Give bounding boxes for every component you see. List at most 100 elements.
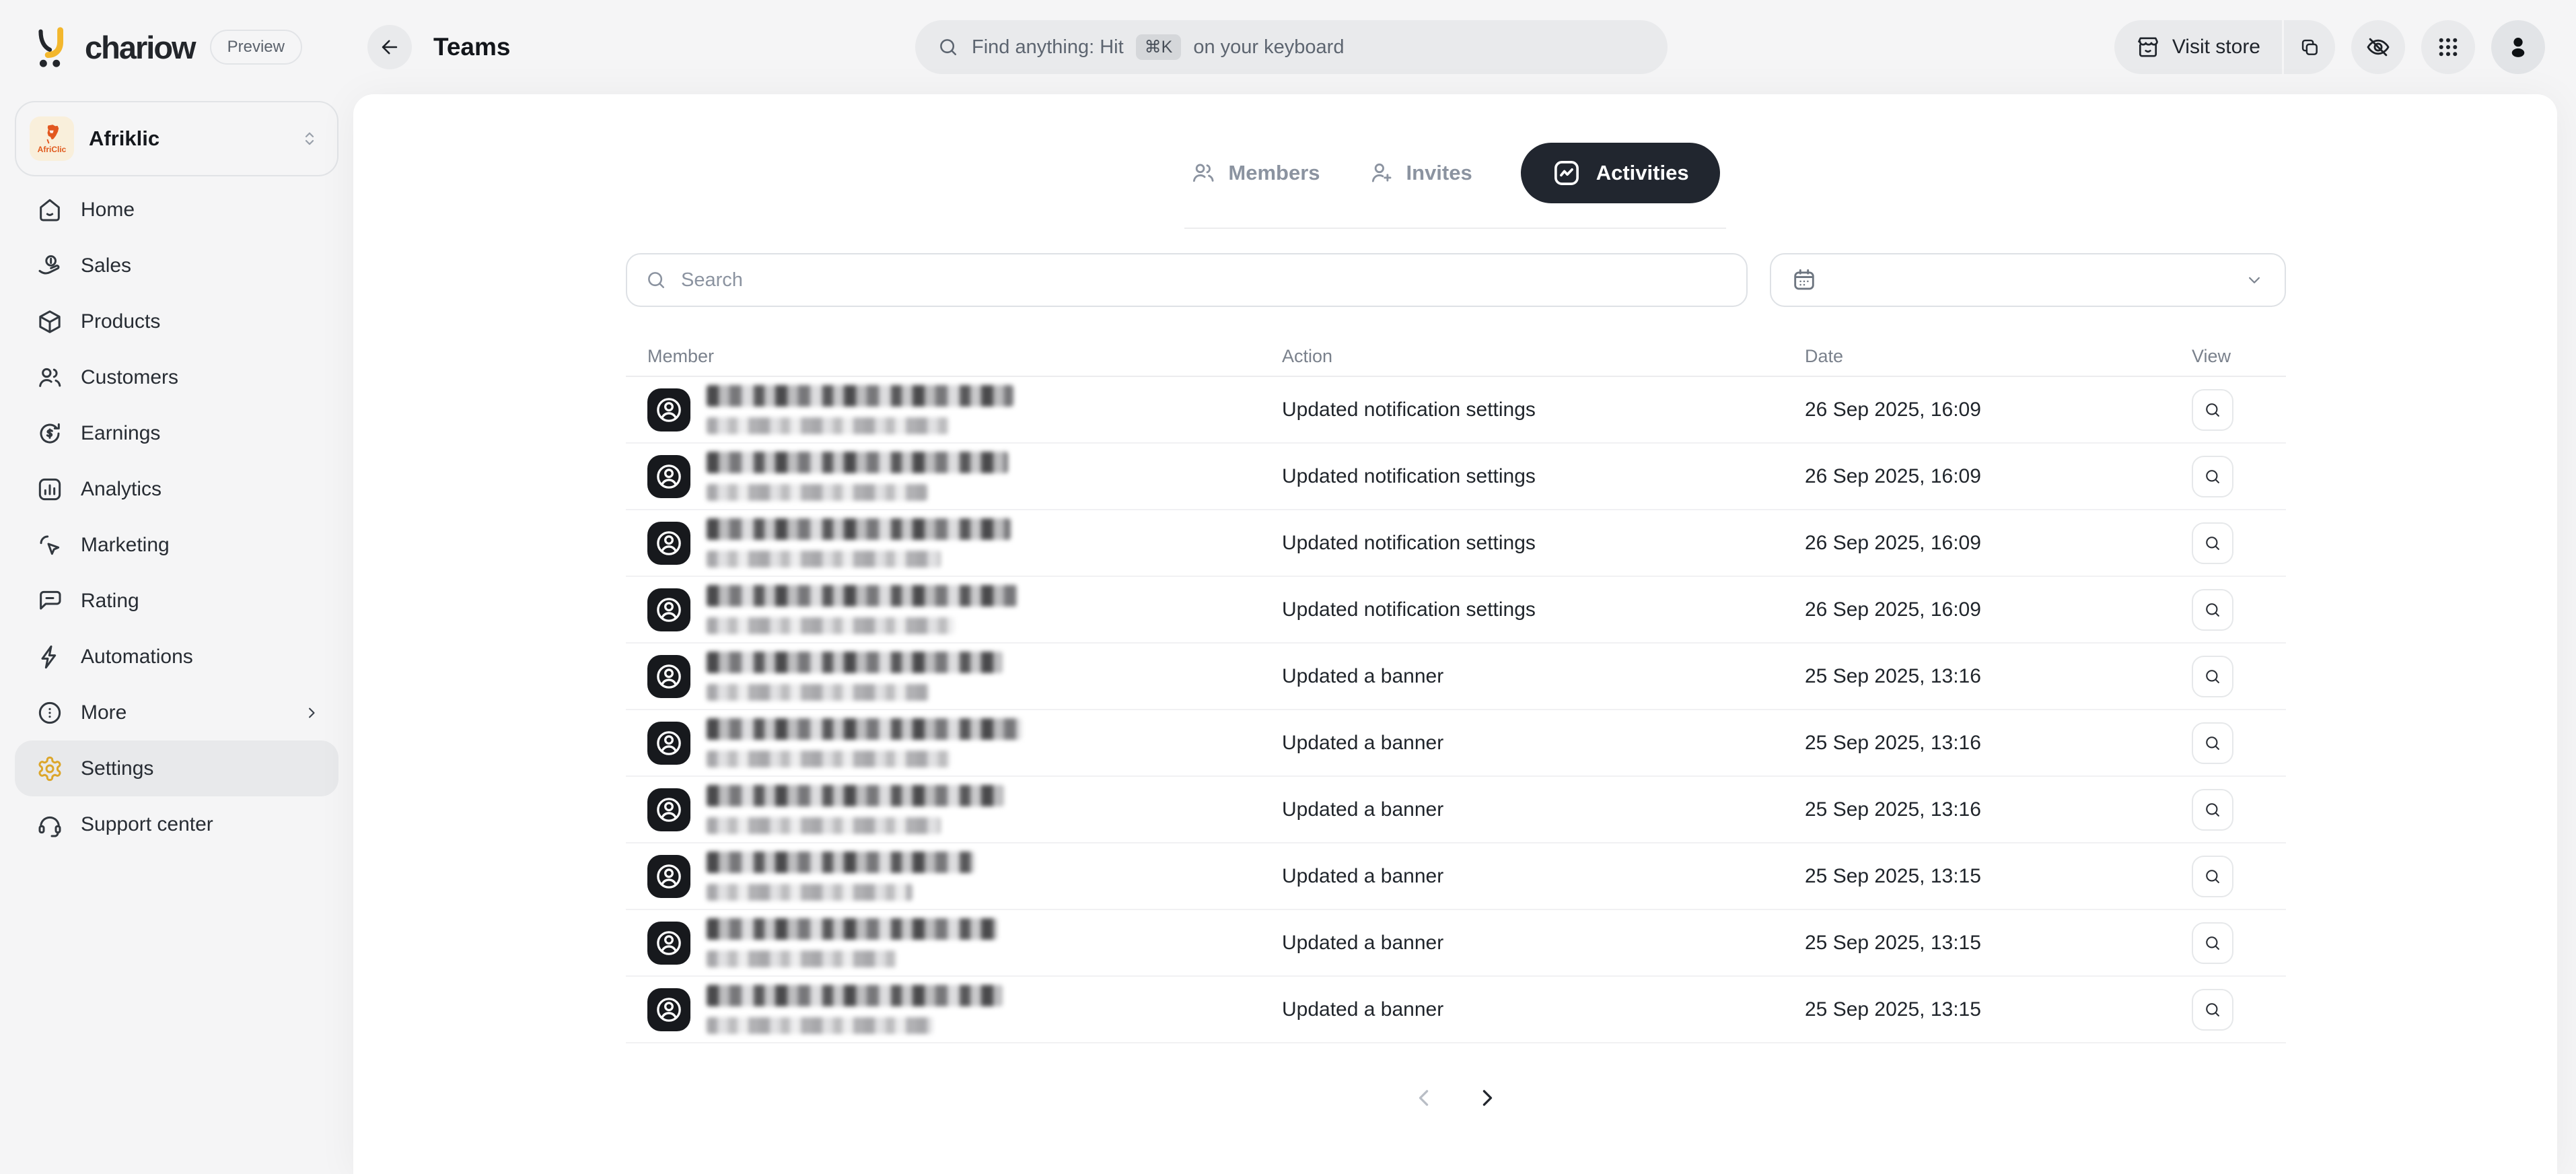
date-cell: 25 Sep 2025, 13:15 — [1805, 998, 1981, 1021]
tab-label: Activities — [1596, 161, 1689, 184]
magnifier-icon — [2203, 734, 2222, 753]
member-email-redacted — [707, 817, 941, 834]
date-cell: 26 Sep 2025, 16:09 — [1805, 598, 1981, 621]
sidebar-item-label: Products — [81, 310, 161, 333]
search-input[interactable] — [681, 269, 1729, 291]
action-cell: Updated notification settings — [1282, 598, 1536, 621]
chevron-down-icon — [2244, 270, 2264, 290]
table-body: Updated notification settings 26 Sep 202… — [626, 377, 2286, 1043]
back-button[interactable] — [367, 25, 412, 69]
sidebar-item-home[interactable]: Home — [15, 182, 338, 238]
prev-page-button[interactable] — [1408, 1082, 1439, 1113]
action-cell: Updated a banner — [1282, 998, 1444, 1021]
workspace-switcher[interactable]: AfriClic Afriklic — [15, 101, 338, 176]
hide-preview-button[interactable] — [2351, 20, 2405, 74]
sidebar-item-sales[interactable]: Sales — [15, 238, 338, 294]
member-name-redacted — [707, 785, 1004, 806]
date-cell: 25 Sep 2025, 13:16 — [1805, 798, 1981, 821]
table-row: Updated a banner 25 Sep 2025, 13:16 — [626, 644, 2286, 710]
search-icon — [645, 269, 668, 291]
sidebar-item-customers[interactable]: Customers — [15, 349, 338, 405]
view-activity-button[interactable] — [2192, 855, 2233, 897]
table-row: Updated notification settings 26 Sep 202… — [626, 577, 2286, 644]
brand: chariow Preview — [32, 0, 302, 94]
sidebar-item-more[interactable]: More — [15, 685, 338, 740]
global-search[interactable]: Find anything: Hit ⌘K on your keyboard — [915, 20, 1668, 74]
workspace-logo-text: AfriClic — [37, 145, 67, 154]
user-circle-icon — [654, 995, 684, 1025]
sidebar-item-products[interactable]: Products — [15, 294, 338, 349]
chevron-left-icon — [1409, 1083, 1439, 1113]
tab-invites[interactable]: Invites — [1369, 160, 1472, 186]
member-email-redacted — [707, 484, 927, 501]
member-cell — [626, 718, 1282, 767]
settings-icon — [36, 755, 63, 782]
date-cell: 25 Sep 2025, 13:15 — [1805, 864, 1981, 887]
view-activity-button[interactable] — [2192, 788, 2233, 831]
member-avatar — [647, 788, 690, 831]
view-activity-button[interactable] — [2192, 988, 2233, 1031]
copy-icon — [2299, 36, 2321, 59]
action-cell: Updated a banner — [1282, 664, 1444, 687]
sidebar-item-analytics[interactable]: Analytics — [15, 461, 338, 517]
member-name-redacted — [707, 718, 1022, 740]
tabs: Members Invites Activities — [353, 143, 2557, 203]
search-icon — [937, 36, 960, 59]
table-row: Updated a banner 25 Sep 2025, 13:16 — [626, 777, 2286, 843]
table-search-box — [626, 253, 1748, 307]
tab-members[interactable]: Members — [1190, 160, 1320, 186]
date-filter-select[interactable] — [1770, 253, 2286, 307]
table-row: Updated notification settings 26 Sep 202… — [626, 444, 2286, 510]
date-cell: 26 Sep 2025, 16:09 — [1805, 398, 1981, 421]
apps-grid-button[interactable] — [2421, 20, 2475, 74]
invites-icon — [1369, 160, 1394, 186]
support-icon — [36, 811, 63, 838]
member-name-redacted — [707, 852, 974, 873]
copy-store-link-button[interactable] — [2284, 20, 2335, 74]
view-activity-button[interactable] — [2192, 655, 2233, 697]
tabs-divider — [1184, 228, 1726, 229]
preview-badge: Preview — [209, 30, 302, 65]
sidebar-item-settings[interactable]: Settings — [15, 740, 338, 796]
sidebar-item-marketing[interactable]: Marketing — [15, 517, 338, 573]
sidebar-item-support-center[interactable]: Support center — [15, 796, 338, 852]
member-email-redacted — [707, 751, 950, 767]
table-header: Member Action Date View — [626, 337, 2286, 377]
member-name-redacted — [707, 585, 1017, 607]
tab-activities[interactable]: Activities — [1520, 143, 1720, 203]
member-name-redacted — [707, 918, 997, 940]
sidebar-item-earnings[interactable]: Earnings — [15, 405, 338, 461]
action-cell: Updated a banner — [1282, 931, 1444, 954]
view-activity-button[interactable] — [2192, 388, 2233, 431]
page-title: Teams — [433, 33, 511, 61]
topbar-actions: Visit store — [2114, 20, 2545, 74]
member-name-redacted — [707, 385, 1013, 407]
sidebar-item-label: Support center — [81, 813, 213, 835]
visit-store-button[interactable]: Visit store — [2114, 20, 2282, 74]
view-activity-button[interactable] — [2192, 922, 2233, 964]
chevron-right-icon — [302, 703, 321, 722]
sidebar-item-rating[interactable]: Rating — [15, 573, 338, 629]
view-activity-button[interactable] — [2192, 522, 2233, 564]
sidebar-item-automations[interactable]: Automations — [15, 629, 338, 685]
view-activity-button[interactable] — [2192, 722, 2233, 764]
magnifier-icon — [2203, 667, 2222, 686]
storefront-icon — [2136, 35, 2160, 59]
member-email-redacted — [707, 551, 941, 567]
visit-store-group: Visit store — [2114, 20, 2335, 74]
view-activity-button[interactable] — [2192, 455, 2233, 497]
user-circle-icon — [654, 528, 684, 558]
column-header-action: Action — [1282, 345, 1333, 366]
view-activity-button[interactable] — [2192, 588, 2233, 631]
member-avatar — [647, 654, 690, 698]
member-cell — [626, 518, 1282, 567]
next-page-button[interactable] — [1472, 1082, 1503, 1113]
column-header-member: Member — [647, 345, 715, 366]
global-search-text-suffix: on your keyboard — [1193, 36, 1345, 58]
sidebar-item-label: Home — [81, 198, 135, 221]
user-avatar[interactable] — [2491, 20, 2545, 74]
user-circle-icon — [654, 795, 684, 825]
automations-icon — [36, 644, 63, 670]
activities-table: Member Action Date View Updated notifica… — [626, 337, 2286, 1043]
member-cell — [626, 852, 1282, 901]
